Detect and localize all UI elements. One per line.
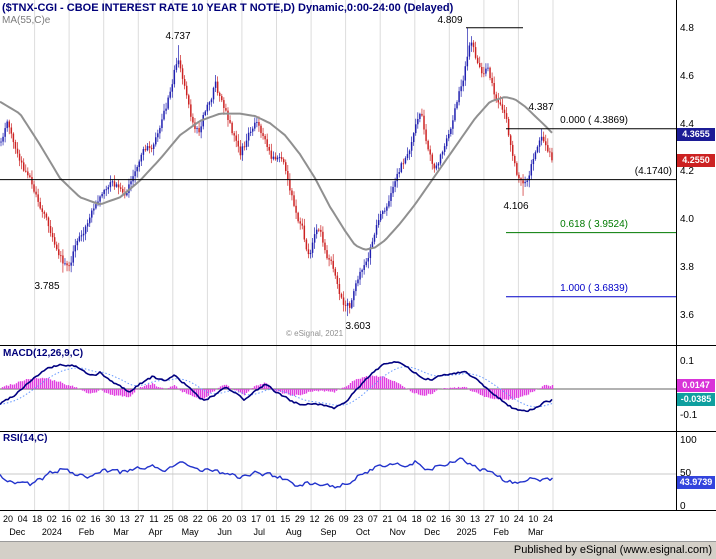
date-tick-label: 27 — [484, 514, 495, 524]
copyright-watermark: © eSignal, 2021 — [286, 329, 344, 338]
price-axis-tick: 3.8 — [680, 262, 694, 273]
date-tick-label: 09 — [338, 514, 349, 524]
date-tick-label: 04 — [397, 514, 408, 524]
rsi-panel-plot[interactable] — [0, 432, 676, 510]
date-tick-label: 18 — [411, 514, 422, 524]
hline-price-label: (4.1740) — [634, 165, 672, 177]
date-tick-label: 30 — [105, 514, 116, 524]
date-tick-label: 25 — [163, 514, 174, 524]
swing-price-label: 4.737 — [165, 31, 191, 43]
month-tick-label: Mar — [113, 527, 129, 537]
date-tick-label: 12 — [309, 514, 320, 524]
fib-level-label: 1.000 ( 3.6839) — [560, 282, 628, 294]
fib-level-label: 0.618 ( 3.9524) — [560, 218, 628, 230]
chart-title: ($TNX-CGI - CBOE INTEREST RATE 10 YEAR T… — [2, 2, 454, 14]
price-axis-tick: 4.4 — [680, 118, 694, 130]
date-tick-label: 10 — [499, 514, 510, 524]
footer-bar: Published by eSignal (www.esignal.com) — [0, 541, 716, 559]
date-tick-label: 01 — [265, 514, 276, 524]
date-tick-label: 02 — [426, 514, 437, 524]
last-price-badge: 4.2550 — [677, 154, 715, 168]
date-tick-label: 29 — [294, 514, 305, 524]
price-axis-tick: 4.8 — [680, 23, 694, 34]
rsi-axis-tick: 50 — [680, 468, 692, 479]
month-tick-label: Oct — [355, 527, 370, 537]
date-tick-label: 16 — [61, 514, 72, 524]
month-tick-label: Nov — [389, 527, 406, 537]
date-tick-label: 27 — [134, 514, 145, 524]
date-tick-label: 20 — [221, 514, 232, 524]
fib-level-label: 0.000 ( 4.3869) — [560, 114, 628, 126]
ma-value-badge: 4.3655 — [677, 127, 715, 141]
date-tick-label: 30 — [455, 514, 466, 524]
date-tick-label: 10 — [528, 514, 539, 524]
month-tick-label: Jun — [217, 527, 232, 537]
date-tick-label: 02 — [75, 514, 86, 524]
date-tick-label: 17 — [251, 514, 262, 524]
month-tick-label: Jul — [253, 527, 265, 537]
date-tick-label: 06 — [207, 514, 218, 524]
date-tick-label: 24 — [513, 514, 524, 524]
macd-axis-tick: 0.1 — [680, 356, 694, 367]
date-tick-label: 04 — [17, 514, 28, 524]
footer-publisher-text: Published by eSignal (www.esignal.com) — [513, 544, 712, 556]
date-tick-label: 15 — [280, 514, 291, 524]
date-tick-label: 02 — [46, 514, 57, 524]
price-axis-tick: 4.0 — [680, 214, 694, 226]
macd-panel-title: MACD(12,26,9,C) — [3, 348, 84, 359]
rsi-axis-tick: 100 — [680, 435, 697, 446]
date-tick-label: 18 — [32, 514, 43, 524]
month-tick-label: Dec — [9, 527, 26, 537]
rsi-axis-tick: 0 — [680, 501, 686, 512]
date-tick-label: 22 — [192, 514, 203, 524]
date-tick-label: 20 — [2, 514, 13, 524]
month-tick-label: Apr — [148, 527, 163, 537]
date-tick-label: 08 — [178, 514, 189, 524]
date-tick-label: 21 — [382, 514, 393, 524]
swing-price-label: 4.106 — [503, 200, 529, 212]
macd-axis-tick: -0.1 — [680, 410, 698, 421]
price-axis-tick: 4.6 — [680, 70, 694, 82]
swing-price-label: 3.785 — [34, 280, 60, 292]
chart-canvas — [0, 0, 716, 511]
date-tick-label: 13 — [470, 514, 481, 524]
macd-value-badge: -0.0385 — [677, 393, 715, 407]
rsi-panel-title: RSI(14,C) — [3, 433, 48, 444]
month-tick-label: May — [181, 527, 199, 537]
date-tick-label: 23 — [353, 514, 364, 524]
price-axis-tick: 4.2 — [680, 166, 694, 178]
month-tick-label: Feb — [493, 527, 509, 537]
date-tick-label: 13 — [119, 514, 130, 524]
month-tick-label: Feb — [78, 527, 95, 537]
month-tick-label: Aug — [285, 527, 302, 537]
date-tick-label: 16 — [440, 514, 451, 524]
price-axis-tick: 3.6 — [680, 309, 694, 321]
month-tick-label: Mar — [527, 527, 544, 537]
macd-value-badge: 0.0147 — [677, 379, 715, 393]
month-tick-label: 2025 — [456, 527, 477, 537]
swing-price-label: 4.809 — [437, 14, 463, 26]
month-tick-label: Sep — [320, 527, 337, 537]
macd-panel-plot[interactable] — [0, 346, 676, 431]
swing-price-label: 3.603 — [345, 321, 371, 333]
rsi-value-badge: 43.9739 — [677, 475, 715, 489]
date-tick-label: 26 — [324, 514, 335, 524]
month-tick-label: 2024 — [41, 527, 62, 537]
date-tick-label: 07 — [367, 514, 378, 524]
ma-legend: MA(55,C)e — [2, 15, 51, 26]
date-tick-label: 11 — [149, 514, 159, 524]
month-tick-label: Dec — [424, 527, 441, 537]
date-tick-label: 03 — [236, 514, 247, 524]
date-tick-label: 16 — [90, 514, 101, 524]
date-tick-label: 24 — [542, 514, 553, 524]
swing-price-label: 4.387 — [528, 101, 554, 113]
